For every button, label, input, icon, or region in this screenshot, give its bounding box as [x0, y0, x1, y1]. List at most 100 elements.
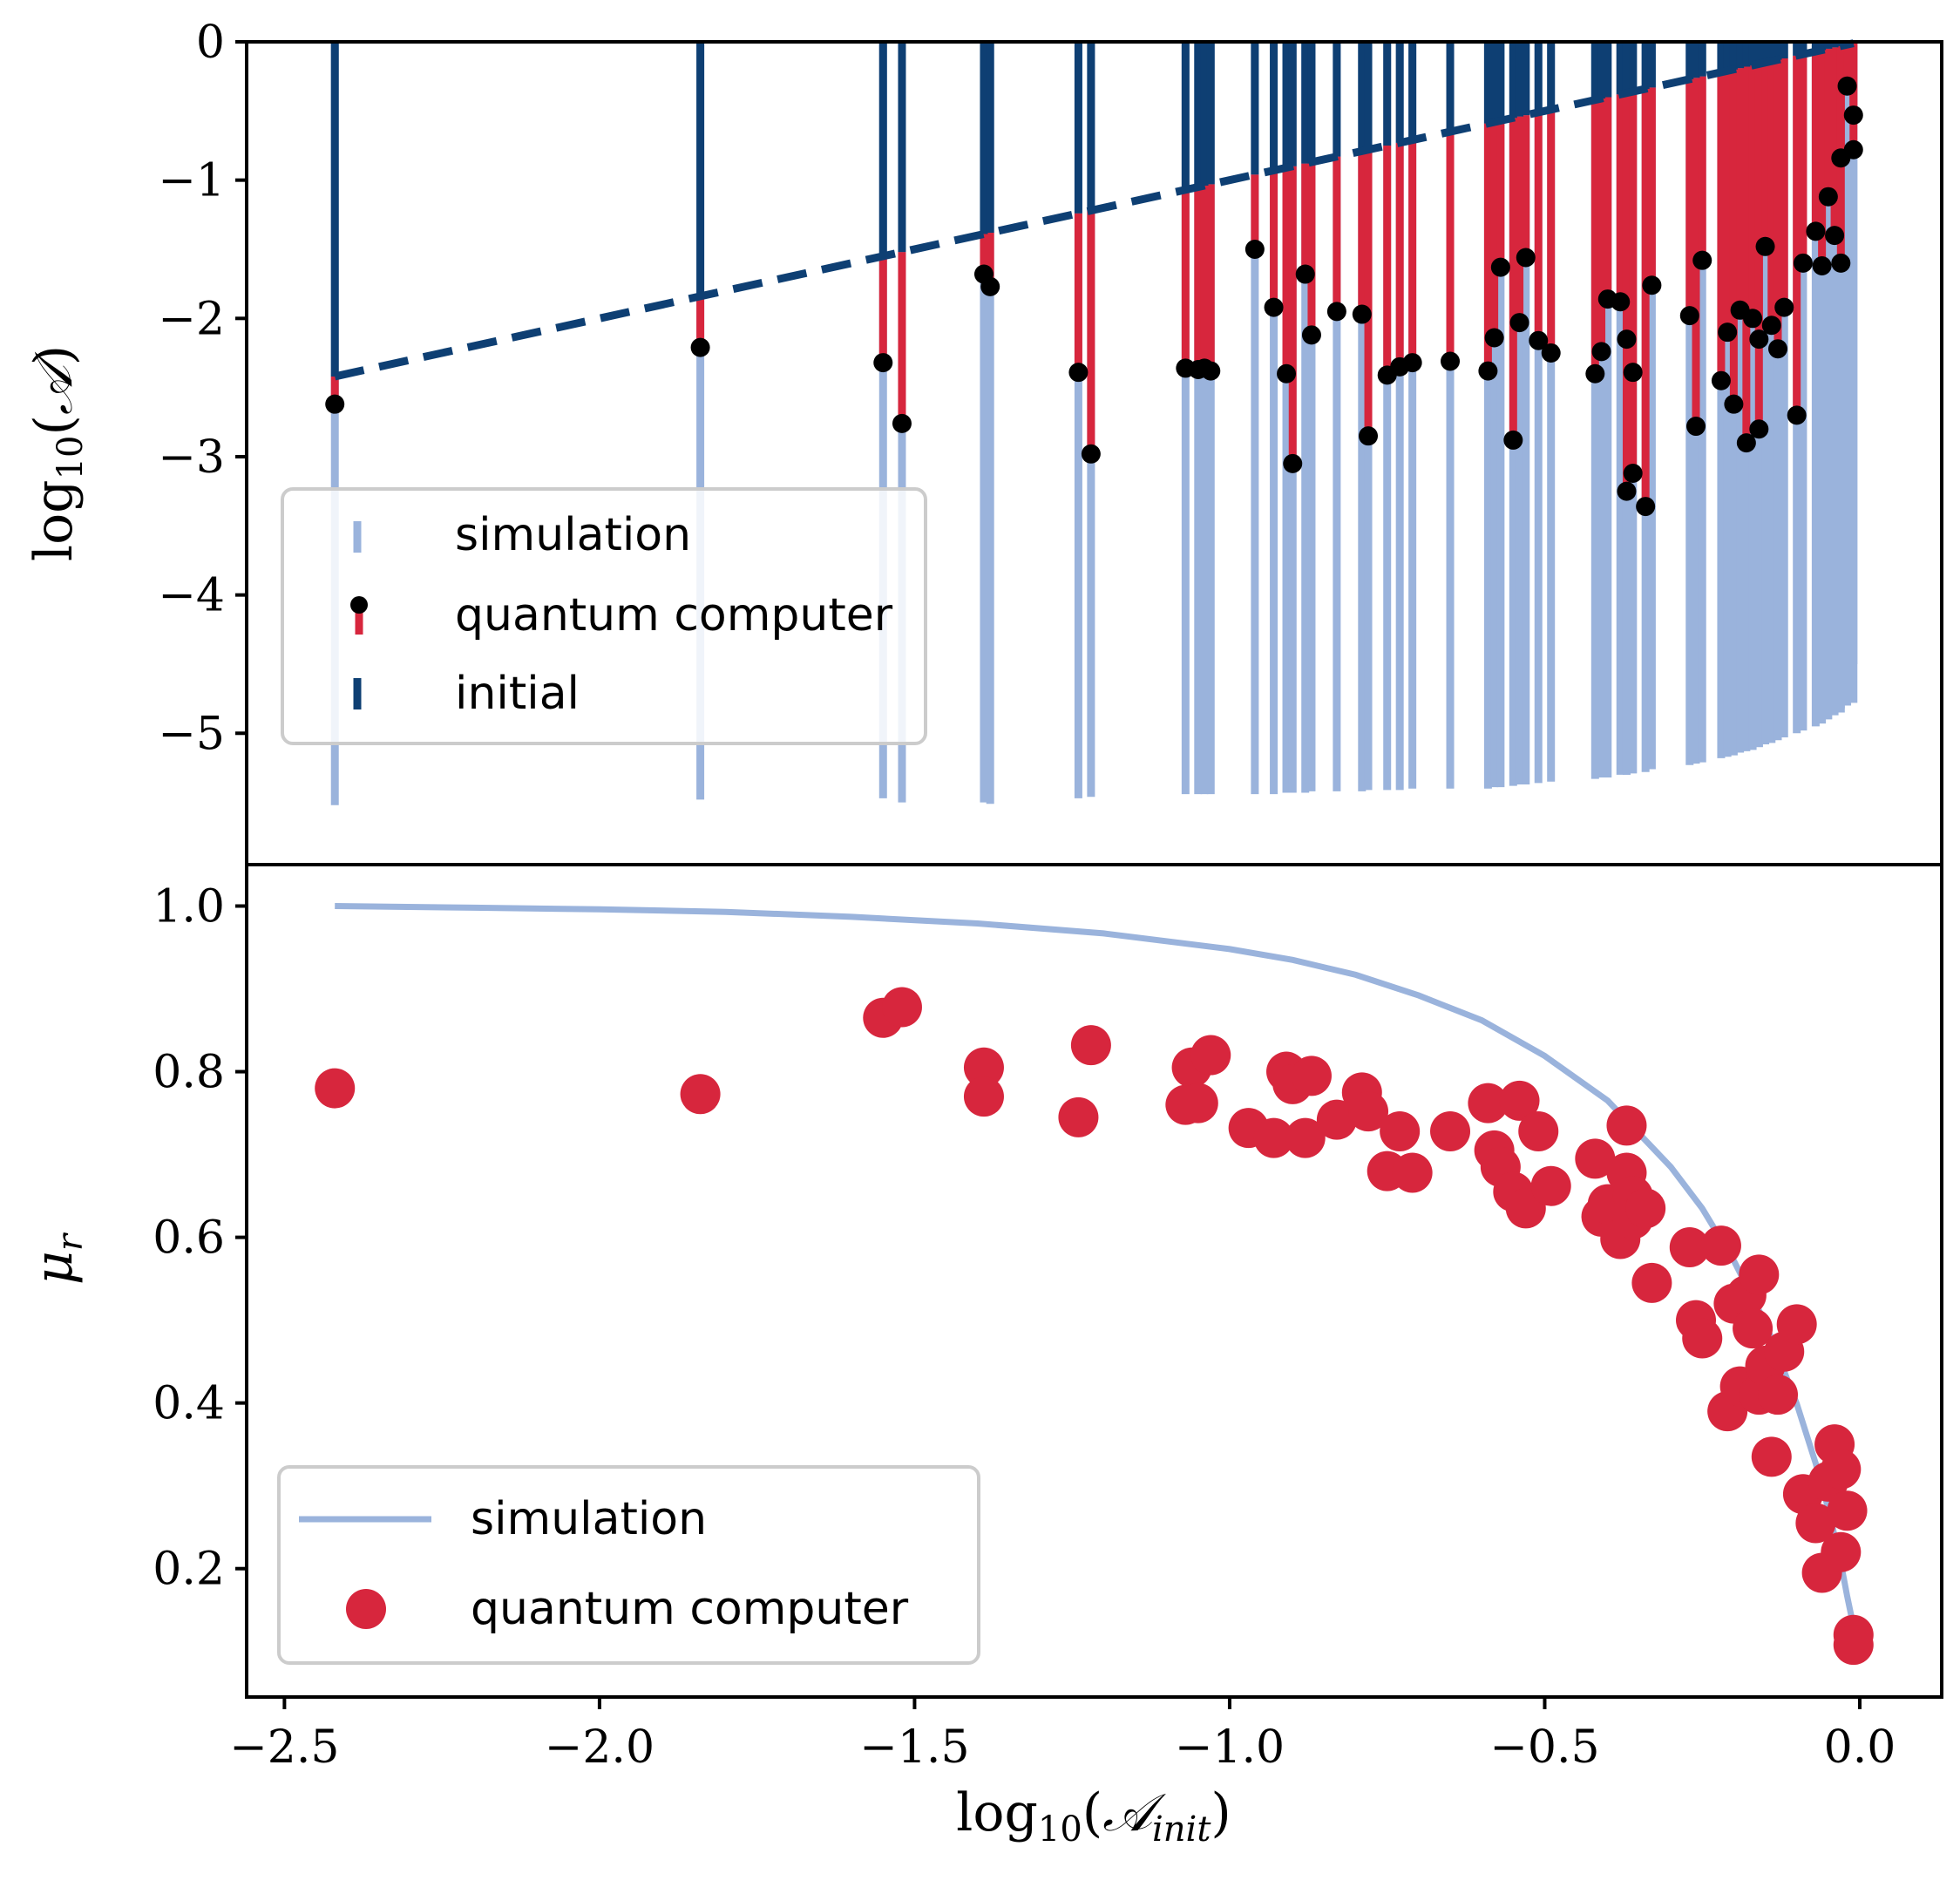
x-tick-label: −0.5 — [1489, 1721, 1599, 1774]
quantum-point — [1190, 1035, 1231, 1076]
top-y-tick-label: −3 — [158, 431, 225, 484]
quantum-point — [1751, 1436, 1792, 1477]
quantum-marker — [980, 276, 1000, 296]
quantum-marker — [1283, 453, 1303, 473]
x-tick-label: −1.5 — [859, 1721, 969, 1774]
quantum-point — [1177, 1083, 1218, 1124]
quantum-marker — [1711, 370, 1731, 390]
quantum-point — [1776, 1304, 1817, 1345]
quantum-marker — [1843, 139, 1863, 160]
top-y-tick-label: 0 — [196, 17, 225, 69]
quantum-marker — [1749, 329, 1769, 350]
quantum-point — [1430, 1110, 1471, 1151]
bottom-y-tick-label: 0.4 — [153, 1378, 225, 1430]
quantum-marker — [1585, 363, 1605, 384]
quantum-marker — [1749, 419, 1769, 439]
quantum-marker — [1617, 481, 1637, 501]
quantum-marker — [1478, 361, 1498, 381]
quantum-marker — [1611, 292, 1631, 312]
x-tick-label: −1.0 — [1175, 1721, 1285, 1774]
top-y-tick-label: −4 — [158, 570, 225, 622]
quantum-marker — [1718, 322, 1738, 343]
quantum-point — [1669, 1227, 1710, 1268]
quantum-point — [1682, 1318, 1723, 1359]
quantum-point — [1058, 1096, 1099, 1137]
quantum-marker — [1617, 329, 1637, 350]
quantum-point — [1631, 1262, 1672, 1303]
x-tick-label: 0.0 — [1824, 1721, 1896, 1774]
quantum-marker — [1787, 405, 1807, 425]
quantum-point — [1821, 1531, 1862, 1572]
quantum-point — [1700, 1225, 1741, 1266]
quantum-marker — [1843, 105, 1863, 126]
quantum-marker — [1068, 363, 1089, 383]
quantum-marker — [1831, 253, 1851, 273]
bottom-legend-box — [277, 1465, 980, 1665]
quantum-point — [1827, 1490, 1868, 1531]
initial-dashed-line — [334, 39, 1855, 381]
bottom-y-tick-label: 0.6 — [153, 1212, 225, 1265]
quantum-marker — [1818, 187, 1838, 207]
quantum-point — [1795, 1503, 1836, 1544]
quantum-marker — [1359, 426, 1379, 446]
legend-quantum-label: quantum computer — [455, 589, 893, 642]
top-y-tick-label: −1 — [158, 155, 225, 207]
quantum-markers — [325, 76, 1863, 517]
quantum-marker — [1326, 302, 1346, 322]
quantum-marker — [1264, 297, 1284, 317]
quantum-marker — [1686, 417, 1706, 437]
quantum-marker — [1352, 304, 1372, 324]
quantum-marker — [1295, 264, 1315, 284]
bottom-y-axis-label: μr — [24, 1232, 91, 1285]
x-axis-label: log10(𝒜init) — [956, 1782, 1231, 1850]
quantum-point — [881, 987, 922, 1028]
quantum-point — [1468, 1083, 1509, 1124]
quantum-marker — [325, 394, 345, 414]
quantum-marker — [873, 353, 893, 373]
quantum-point — [1575, 1138, 1616, 1179]
quantum-marker — [1825, 226, 1845, 246]
top-y-ticks: 0 −1 −2 −3 −4 −5 — [158, 17, 247, 760]
quantum-marker — [1679, 306, 1699, 326]
quantum-marker — [1636, 497, 1656, 517]
quantum-marker — [1736, 433, 1756, 453]
x-tick-label: −2.5 — [229, 1721, 339, 1774]
bottom-y-tick-label: 0.8 — [153, 1047, 225, 1099]
top-panel: 0 −1 −2 −3 −4 −5 log10(𝒜) simulation quantum … — [24, 17, 1943, 866]
legend-initial-label: initial — [455, 668, 580, 720]
initial-bars — [330, 42, 1858, 377]
quantum-marker — [1755, 236, 1775, 256]
quantum-marker — [1441, 351, 1461, 371]
top-y-axis-label: log10(𝒜) — [24, 345, 91, 561]
top-y-tick-label: −2 — [158, 293, 225, 345]
quantum-marker — [1277, 363, 1297, 384]
quantum-marker — [1509, 313, 1529, 333]
legend-quantum-dot — [346, 1589, 386, 1629]
quantum-marker — [1201, 361, 1221, 381]
quantum-point — [680, 1074, 721, 1115]
quantum-marker — [1402, 353, 1422, 373]
quantum-marker — [1503, 430, 1523, 450]
quantum-point — [1291, 1056, 1332, 1096]
quantum-marker — [1806, 221, 1826, 241]
quantum-marker — [1724, 394, 1744, 414]
legend-simulation-label-2: simulation — [471, 1493, 707, 1545]
quantum-point — [1253, 1117, 1294, 1158]
legend-quantum-marker — [350, 596, 368, 614]
quantum-point — [1380, 1110, 1421, 1151]
quantum-point — [1518, 1110, 1559, 1151]
bottom-axes-frame — [245, 863, 1943, 1699]
quantum-marker — [1484, 328, 1504, 348]
quantum-marker — [1774, 297, 1794, 317]
quantum-marker — [1837, 76, 1857, 96]
quantum-marker — [1516, 248, 1536, 268]
quantum-marker — [1529, 330, 1549, 350]
quantum-bars — [330, 43, 1858, 507]
x-tick-label: −2.0 — [545, 1721, 654, 1774]
quantum-point — [1499, 1080, 1540, 1121]
quantum-marker — [1623, 363, 1643, 383]
x-ticks: −2.5 −2.0 −1.5 −1.0 −0.5 0.0 — [229, 1697, 1896, 1774]
quantum-marker — [1768, 339, 1788, 359]
quantum-point — [1733, 1308, 1773, 1349]
